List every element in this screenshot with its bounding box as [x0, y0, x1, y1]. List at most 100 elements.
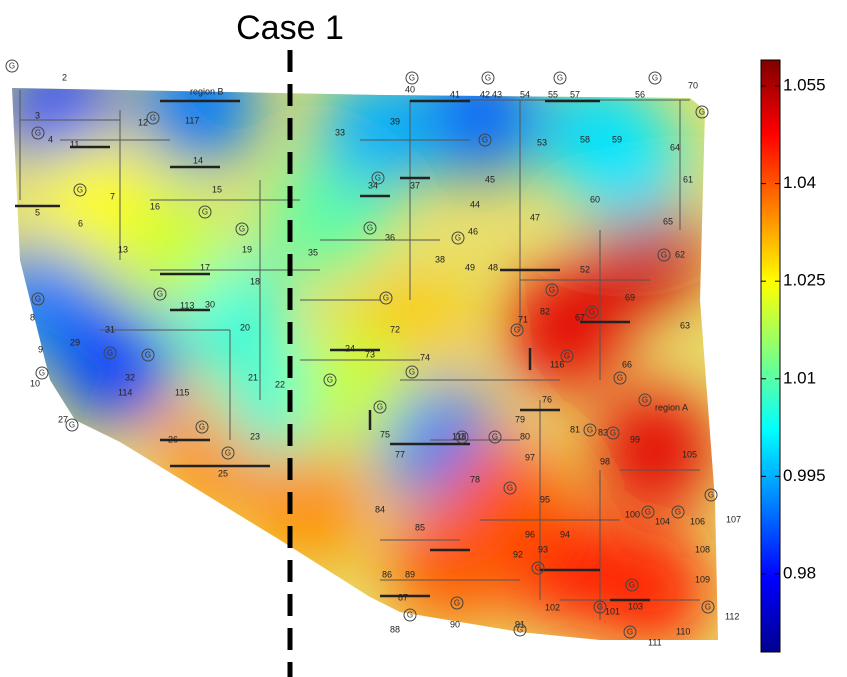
bus-label: 20	[240, 322, 250, 332]
bus-label: 58	[580, 134, 590, 144]
bus-label: 84	[375, 504, 385, 514]
generator-label: G	[35, 295, 41, 304]
bus-label: 96	[525, 529, 535, 539]
bus-label: 79	[515, 414, 525, 424]
generator-label: G	[485, 74, 491, 83]
bus-label: 21	[248, 372, 258, 382]
bus-label: 115	[175, 387, 189, 397]
bus-label: 66	[622, 359, 632, 369]
bus-label: 39	[390, 116, 400, 126]
generator-label: G	[629, 581, 635, 590]
bus-label: 117	[185, 115, 199, 125]
generator-label: G	[225, 449, 231, 458]
bus-label: 12	[138, 117, 148, 127]
generator-label: G	[492, 433, 498, 442]
region-label: region A	[655, 402, 688, 412]
colorbar-tick-label: 1.055	[783, 76, 826, 95]
generator-label: G	[699, 108, 705, 117]
bus-label: 25	[218, 468, 228, 478]
bus-label: 114	[118, 387, 132, 397]
generator-label: G	[375, 174, 381, 183]
bus-label: 100	[625, 509, 640, 519]
bus-label: 29	[70, 337, 80, 347]
bus-label: 108	[695, 544, 710, 554]
bus-label: 7	[110, 191, 115, 201]
bus-label: 48	[488, 262, 498, 272]
generator-label: G	[661, 251, 667, 260]
bus-label: 5	[35, 207, 40, 217]
bus-label: 97	[525, 452, 535, 462]
bus-label: 4	[48, 134, 53, 144]
bus-label: 106	[690, 516, 705, 526]
field-blob	[565, 105, 685, 225]
bus-label: 54	[520, 89, 530, 99]
bus-label: 60	[590, 194, 600, 204]
generator-label: G	[239, 225, 245, 234]
bus-label: 22	[275, 379, 285, 389]
bus-label: 109	[695, 574, 710, 584]
bus-label: 80	[520, 431, 530, 441]
generator-label: G	[199, 423, 205, 432]
generator-label: G	[645, 508, 651, 517]
bus-label: 62	[675, 249, 685, 259]
bus-label: 83	[598, 427, 608, 437]
bus-label: 78	[470, 474, 480, 484]
colorbar-tick-label: 0.995	[783, 466, 826, 485]
bus-label: 98	[600, 456, 610, 466]
bus-label: 71	[518, 314, 528, 324]
bus-label: 112	[725, 611, 739, 621]
bus-label: 38	[435, 254, 445, 264]
bus-label: 49	[465, 262, 475, 272]
bus-label: 110	[676, 626, 690, 636]
bus-label: 102	[545, 602, 560, 612]
bus-label: 69	[625, 292, 635, 302]
bus-label: 73	[365, 349, 375, 359]
bus-label: 76	[542, 394, 552, 404]
chart-title: Case 1	[236, 9, 344, 47]
generator-label: G	[514, 326, 520, 335]
generator-label: G	[597, 603, 603, 612]
field-blob	[30, 140, 150, 260]
generator-label: G	[627, 628, 633, 637]
bus-label: 65	[663, 216, 673, 226]
bus-label: 57	[570, 89, 580, 99]
field-blob	[140, 45, 260, 165]
bus-label: 81	[570, 424, 580, 434]
generator-label: G	[589, 308, 595, 317]
bus-label: 63	[680, 320, 690, 330]
bus-label: 40	[405, 84, 415, 94]
bus-label: 105	[682, 449, 697, 459]
generator-label: G	[35, 129, 41, 138]
bus-label: 67	[575, 312, 585, 322]
generator-label: G	[157, 290, 163, 299]
bus-label: 55	[548, 89, 558, 99]
bus-label: 86	[382, 569, 392, 579]
generator-label: G	[517, 626, 523, 635]
generator-label: G	[587, 426, 593, 435]
generator-label: G	[407, 611, 413, 620]
bus-label: 95	[540, 494, 550, 504]
region-label: region B	[190, 86, 224, 96]
generator-label: G	[409, 368, 415, 377]
bus-label: 30	[205, 299, 215, 309]
bus-label: 77	[395, 449, 405, 459]
bus-label: 11	[70, 139, 79, 149]
bus-label: 61	[683, 174, 693, 184]
bus-label: 41	[450, 89, 460, 99]
bus-label: 15	[212, 184, 222, 194]
colorbar-tick-label: 1.025	[783, 271, 826, 290]
bus-label: 94	[560, 529, 570, 539]
generator-label: G	[507, 484, 513, 493]
bus-label: 92	[513, 549, 523, 559]
generator-label: G	[459, 433, 465, 442]
bus-label: 35	[308, 247, 318, 257]
colorbar-tick-label: 0.98	[783, 563, 816, 582]
generator-label: G	[377, 403, 383, 412]
bus-label: 36	[385, 232, 395, 242]
bus-label: 44	[470, 199, 480, 209]
bus-label: 32	[125, 372, 135, 382]
bus-label: 16	[150, 201, 160, 211]
colorbar-tick-label: 1.04	[783, 173, 816, 192]
generator-label: G	[39, 369, 45, 378]
field-blob	[590, 530, 710, 650]
